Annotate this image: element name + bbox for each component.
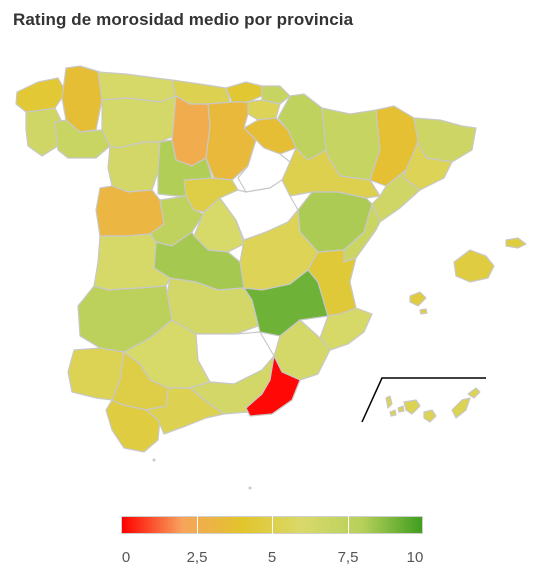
legend-tick — [197, 516, 198, 534]
legend-tick-label: 10 — [406, 549, 424, 566]
island-la-palma[interactable] — [385, 395, 393, 409]
melilla-marker — [248, 486, 252, 490]
island-fuerteventura[interactable] — [451, 397, 471, 419]
province-asturias[interactable] — [97, 71, 177, 103]
province-leon[interactable] — [101, 95, 177, 149]
island-tenerife[interactable] — [403, 399, 421, 415]
province-gipuzkoa[interactable] — [261, 85, 291, 105]
island-ibiza[interactable] — [409, 291, 427, 307]
province-bizkaia[interactable] — [225, 81, 263, 103]
province-palencia[interactable] — [171, 95, 211, 167]
legend-tick-label: 0 — [121, 549, 131, 566]
province-salamanca[interactable] — [95, 185, 165, 237]
province-guadalajara[interactable] — [219, 179, 299, 241]
province-tarragona[interactable] — [371, 169, 421, 223]
island-el-hierro[interactable] — [389, 409, 397, 417]
province-soria[interactable] — [237, 139, 291, 193]
province-almeria[interactable] — [245, 355, 301, 417]
canarias-inset-frame — [361, 377, 486, 423]
legend-tick-label: 2,5 — [186, 549, 208, 566]
province-a-coruna[interactable] — [15, 77, 67, 113]
island-menorca[interactable] — [505, 237, 527, 249]
island-gran-canaria[interactable] — [423, 409, 437, 423]
province-caceres[interactable] — [93, 233, 171, 291]
legend-tick — [348, 516, 349, 534]
province-malaga[interactable] — [145, 387, 225, 435]
island-mallorca[interactable] — [453, 249, 495, 283]
island-formentera[interactable] — [419, 308, 428, 315]
ceuta-marker — [152, 458, 156, 462]
province-illes-balears[interactable] — [409, 237, 527, 315]
province-canarias[interactable] — [385, 387, 481, 423]
island-la-gomera[interactable] — [397, 405, 405, 413]
island-lanzarote[interactable] — [467, 387, 481, 399]
legend-tick-label: 7,5 — [337, 549, 359, 566]
province-cadiz[interactable] — [105, 399, 161, 453]
map-title: Rating de morosidad medio por provincia — [13, 10, 354, 29]
province-araba[interactable] — [245, 99, 281, 121]
province-zamora[interactable] — [107, 141, 161, 193]
legend-tick — [272, 516, 273, 534]
legend-tick-label: 5 — [267, 549, 277, 566]
